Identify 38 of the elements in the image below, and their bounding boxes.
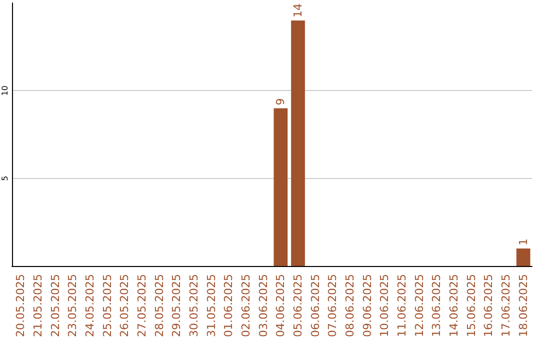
x-tick-label: 24.05.2025	[84, 274, 96, 338]
x-tick-label: 22.05.2025	[48, 274, 62, 338]
x-tick-label: 16.06.2025	[482, 274, 496, 338]
x-tick-label: 11.06.2025	[396, 274, 408, 338]
x-tick-label: 18.06.2025	[516, 274, 530, 338]
x-tick-label: 28.05.2025	[152, 274, 166, 338]
data-label: 9	[274, 98, 288, 106]
x-tick-label: 07.06.2025	[326, 274, 340, 338]
data-label: 1	[516, 238, 530, 246]
x-tick-label: 14.06.2025	[448, 274, 460, 338]
x-tick-label: 31.05.2025	[204, 274, 218, 338]
x-tick-label: 29.05.2025	[170, 274, 184, 338]
x-tick-label: 15.06.2025	[464, 274, 478, 338]
x-tick-label: 27.05.2025	[136, 274, 148, 338]
bar	[291, 20, 305, 266]
x-tick-label: 25.05.2025	[100, 274, 114, 338]
x-tick-label: 04.06.2025	[274, 274, 288, 338]
x-tick-label: 06.06.2025	[308, 274, 322, 338]
data-label: 14	[292, 4, 304, 18]
x-tick-label: 02.06.2025	[240, 274, 252, 338]
x-tick-label: 09.06.2025	[360, 274, 374, 338]
x-tick-label: 26.05.2025	[118, 274, 132, 338]
x-tick-label: 13.06.2025	[430, 274, 444, 338]
x-tick-label: 17.06.2025	[500, 274, 512, 338]
x-tick-label: 30.05.2025	[188, 274, 200, 338]
x-tick-label: 03.06.2025	[256, 274, 270, 338]
x-tick-label: 08.06.2025	[344, 274, 356, 338]
y-tick-label: 10	[0, 86, 10, 96]
x-tick-label: 20.05.2025	[14, 274, 28, 338]
x-tick-label: 23.05.2025	[66, 274, 80, 338]
x-tick-label: 21.05.2025	[32, 274, 44, 338]
x-tick-label: 10.06.2025	[378, 274, 392, 338]
x-tick-label: 05.06.2025	[292, 274, 304, 338]
bar	[516, 248, 530, 266]
x-tick-label: 12.06.2025	[412, 274, 426, 338]
x-tick-label: 01.06.2025	[222, 274, 236, 338]
bar	[274, 108, 288, 266]
y-tick-label: 5	[0, 176, 10, 181]
